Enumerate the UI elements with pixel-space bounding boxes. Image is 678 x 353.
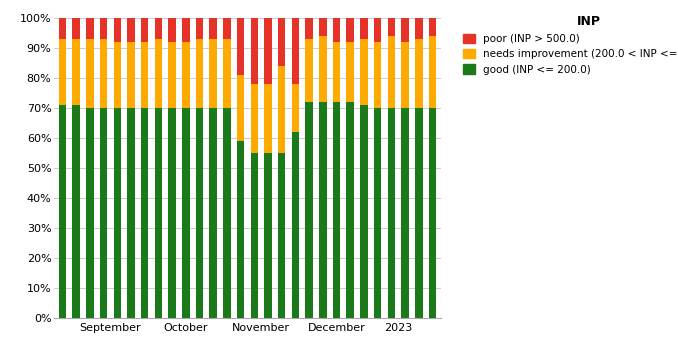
Bar — [346, 42, 354, 102]
Bar — [73, 105, 80, 318]
Bar — [428, 18, 436, 36]
Bar — [59, 105, 66, 318]
Bar — [292, 132, 299, 318]
Bar — [196, 38, 203, 108]
Bar — [210, 18, 217, 39]
Bar — [113, 108, 121, 318]
Bar — [237, 75, 244, 141]
Bar — [401, 42, 409, 108]
Bar — [346, 102, 354, 318]
Bar — [292, 84, 299, 132]
Bar — [237, 18, 244, 75]
Bar — [141, 18, 148, 42]
Bar — [264, 152, 272, 318]
Bar — [168, 108, 176, 318]
Bar — [73, 39, 80, 105]
Bar — [86, 108, 94, 318]
Bar — [264, 84, 272, 152]
Bar — [251, 152, 258, 318]
Bar — [100, 108, 107, 318]
Bar — [360, 39, 367, 105]
Bar — [127, 18, 135, 42]
Bar — [168, 42, 176, 108]
Bar — [59, 18, 66, 39]
Bar — [210, 38, 217, 108]
Bar — [278, 152, 285, 318]
Bar — [333, 42, 340, 102]
Bar — [278, 18, 285, 66]
Bar — [305, 18, 313, 39]
Bar — [223, 108, 231, 318]
Bar — [141, 42, 148, 108]
Bar — [305, 102, 313, 318]
Bar — [333, 18, 340, 42]
Bar — [360, 105, 367, 318]
Bar — [155, 108, 162, 318]
Bar — [155, 38, 162, 108]
Bar — [168, 18, 176, 42]
Bar — [141, 108, 148, 318]
Bar — [415, 38, 422, 108]
Bar — [86, 18, 94, 39]
Bar — [319, 36, 327, 102]
Bar — [155, 18, 162, 39]
Bar — [223, 18, 231, 39]
Bar — [73, 18, 80, 39]
Bar — [415, 108, 422, 318]
Bar — [251, 18, 258, 84]
Bar — [374, 18, 382, 42]
Bar — [360, 18, 367, 39]
Bar — [86, 38, 94, 108]
Bar — [127, 42, 135, 108]
Bar — [305, 38, 313, 102]
Bar — [428, 108, 436, 318]
Bar — [388, 36, 395, 108]
Bar — [182, 42, 190, 108]
Bar — [388, 18, 395, 36]
Bar — [346, 18, 354, 42]
Legend: poor (INP > 500.0), needs improvement (200.0 < INP <= 500.0), good (INP <= 200.0: poor (INP > 500.0), needs improvement (2… — [460, 12, 678, 78]
Bar — [237, 141, 244, 318]
Bar — [100, 38, 107, 108]
Bar — [319, 102, 327, 318]
Bar — [196, 18, 203, 39]
Bar — [319, 18, 327, 36]
Bar — [100, 18, 107, 39]
Bar — [113, 18, 121, 42]
Bar — [388, 108, 395, 318]
Bar — [428, 36, 436, 108]
Bar — [292, 18, 299, 84]
Bar — [196, 108, 203, 318]
Bar — [333, 102, 340, 318]
Bar — [251, 84, 258, 152]
Bar — [374, 42, 382, 108]
Bar — [127, 108, 135, 318]
Bar — [401, 18, 409, 42]
Bar — [113, 42, 121, 108]
Bar — [415, 18, 422, 39]
Bar — [182, 18, 190, 42]
Bar — [401, 108, 409, 318]
Bar — [374, 108, 382, 318]
Bar — [278, 66, 285, 152]
Bar — [59, 39, 66, 105]
Bar — [223, 38, 231, 108]
Bar — [264, 18, 272, 84]
Bar — [182, 108, 190, 318]
Bar — [210, 108, 217, 318]
